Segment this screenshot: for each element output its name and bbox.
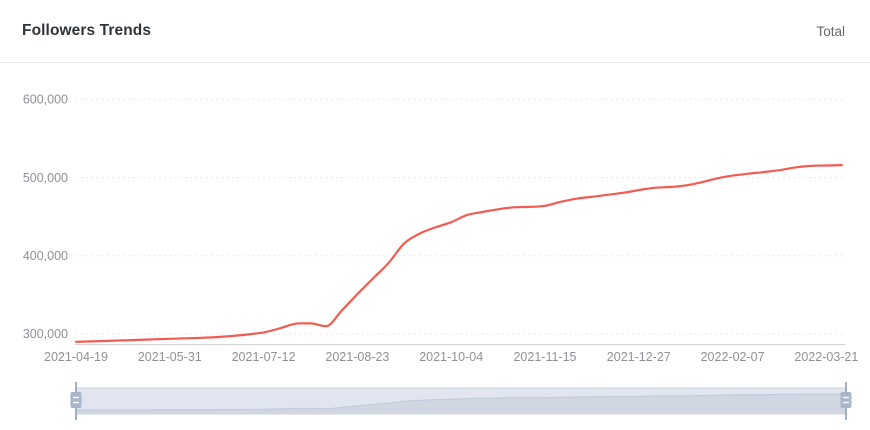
x-axis-label: 2022-03-21: [794, 350, 858, 364]
panel-header: Followers Trends Total: [0, 0, 870, 63]
x-axis-label: 2021-12-27: [607, 350, 671, 364]
legend-item-total[interactable]: Total: [816, 23, 845, 39]
range-slider-right-handle[interactable]: [840, 392, 852, 408]
y-axis-label: 500,000: [23, 171, 68, 185]
y-axis-label: 600,000: [23, 93, 68, 107]
y-axis-label: 400,000: [23, 249, 68, 263]
y-axis-label: 300,000: [23, 327, 68, 341]
panel-title: Followers Trends: [22, 22, 152, 39]
x-axis-label: 2021-10-04: [419, 350, 483, 364]
chart-plot-area[interactable]: [76, 70, 842, 345]
x-axis-label: 2021-11-15: [513, 350, 576, 364]
x-axis-label: 2021-04-19: [44, 350, 108, 364]
followers-trend-line: [74, 164, 844, 343]
x-axis-label: 2021-05-31: [138, 350, 202, 364]
x-axis-label: 2022-02-07: [701, 350, 765, 364]
x-axis-label: 2021-07-12: [232, 350, 296, 364]
x-axis-label: 2021-08-23: [325, 350, 389, 364]
range-slider-data-shadow: [76, 393, 846, 414]
range-slider-data-shadow-line: [75, 393, 847, 411]
range-slider-left-handle[interactable]: [70, 392, 82, 408]
